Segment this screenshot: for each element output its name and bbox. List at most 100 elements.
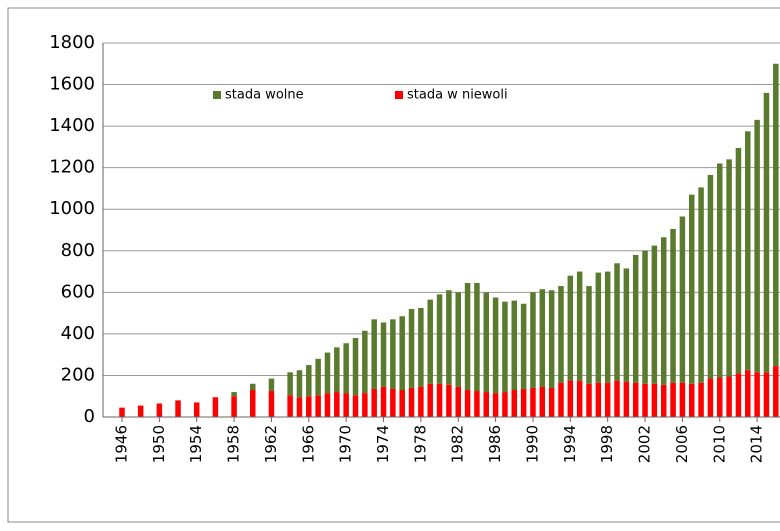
- bar-segment: [287, 395, 293, 417]
- bar-segment: [306, 396, 312, 417]
- bar-segment: [231, 392, 237, 397]
- bar-segment: [492, 393, 499, 417]
- bar-segment: [735, 373, 742, 417]
- x-tick-label: 1950: [150, 425, 168, 463]
- bar-segment: [670, 382, 676, 417]
- bar-segment: [427, 383, 433, 417]
- bar-segment: [773, 366, 779, 417]
- bar-segment: [530, 292, 536, 388]
- bar-segment: [717, 163, 723, 378]
- bar-segment: [306, 365, 312, 397]
- bar-segment: [324, 352, 331, 394]
- bar-segment: [315, 395, 321, 417]
- bar-segment: [446, 384, 452, 417]
- x-tick-label: 1994: [561, 425, 579, 463]
- bar-segment: [745, 131, 751, 371]
- bar-segment: [558, 382, 564, 417]
- bar-segment: [530, 387, 536, 417]
- bar-segment: [707, 174, 714, 379]
- y-tick-label: 1600: [49, 74, 95, 95]
- bar-segment: [520, 303, 527, 389]
- bar-segment: [296, 397, 303, 417]
- bar-segment: [586, 286, 592, 384]
- x-tick-label: 1978: [411, 425, 429, 463]
- bar-segment: [558, 286, 564, 383]
- bar-segment: [343, 343, 349, 394]
- bar-segment: [362, 330, 368, 394]
- x-tick-label: 1986: [486, 425, 504, 463]
- bar-segment: [632, 254, 639, 383]
- bar-segment: [334, 392, 340, 417]
- bar-segment: [567, 380, 574, 417]
- bar-segment: [717, 377, 723, 417]
- bar-segment: [371, 319, 377, 389]
- bar-segment: [707, 378, 714, 417]
- bar-segment: [604, 271, 611, 383]
- x-tick-label: 1982: [449, 425, 467, 463]
- bar-segment: [371, 388, 377, 417]
- bar-segment: [464, 389, 471, 417]
- y-tick-label: 1200: [49, 157, 95, 178]
- y-tick-label: 0: [84, 406, 95, 427]
- y-tick-label: 1000: [49, 198, 95, 219]
- x-tick-label: 2014: [748, 425, 766, 463]
- bar-segment: [567, 275, 574, 381]
- bar-segment: [576, 271, 583, 381]
- y-tick-label: 1400: [49, 115, 95, 136]
- legend-label: stada wolne: [225, 88, 304, 103]
- bar-segment: [642, 383, 648, 417]
- bar-segment: [642, 250, 648, 384]
- bar-segment: [119, 407, 125, 417]
- bar-segment: [548, 387, 555, 417]
- bar-segment: [520, 388, 527, 417]
- bar-segment: [362, 393, 368, 417]
- bar-segment: [688, 383, 695, 417]
- bar-segment: [408, 308, 415, 388]
- bar-segment: [408, 387, 415, 417]
- bar-segment: [595, 272, 602, 383]
- legend-label: stada w niewoli: [407, 88, 508, 103]
- bar-segment: [455, 292, 461, 387]
- bar-segment: [418, 307, 424, 387]
- bar-segment: [250, 389, 256, 417]
- bar-segment: [324, 393, 331, 417]
- bar-segment: [754, 372, 760, 417]
- bar-segment: [539, 289, 546, 387]
- bar-segment: [483, 292, 490, 393]
- x-tick-label: 2006: [673, 425, 691, 463]
- bar-segment: [745, 370, 751, 417]
- bar-segment: [492, 297, 499, 394]
- bar-segment: [623, 268, 630, 382]
- bar-segment: [623, 381, 630, 417]
- x-tick-label: 1954: [187, 425, 205, 463]
- bar-segment: [483, 392, 490, 417]
- y-tick-label: 400: [61, 323, 95, 344]
- bar-segment: [604, 382, 611, 417]
- y-tick-label: 1800: [49, 32, 95, 53]
- legend-key: [213, 91, 221, 99]
- bar-segment: [735, 147, 742, 374]
- bar-segment: [474, 391, 480, 417]
- bar-segment: [595, 382, 602, 417]
- bar-segment: [156, 403, 163, 417]
- bar-segment: [763, 92, 770, 373]
- bar-segment: [464, 282, 471, 390]
- bar-segment: [548, 290, 555, 388]
- bar-segment: [250, 383, 256, 390]
- bar-segment: [212, 397, 219, 417]
- frame: [7, 7, 780, 523]
- bar-segment: [334, 347, 340, 393]
- bar-segment: [632, 382, 639, 417]
- bar-segment: [511, 389, 518, 417]
- bar-segment: [773, 63, 779, 367]
- bar-segment: [586, 383, 592, 417]
- bar-segment: [446, 290, 452, 385]
- bar-segment: [502, 392, 508, 417]
- bar-segment: [679, 216, 686, 383]
- y-tick-label: 600: [61, 281, 95, 302]
- y-tick-label: 800: [61, 240, 95, 261]
- bar-segment: [679, 382, 686, 417]
- bar-segment: [268, 378, 275, 392]
- x-tick-label: 1998: [598, 425, 616, 463]
- bar-segment: [352, 395, 359, 417]
